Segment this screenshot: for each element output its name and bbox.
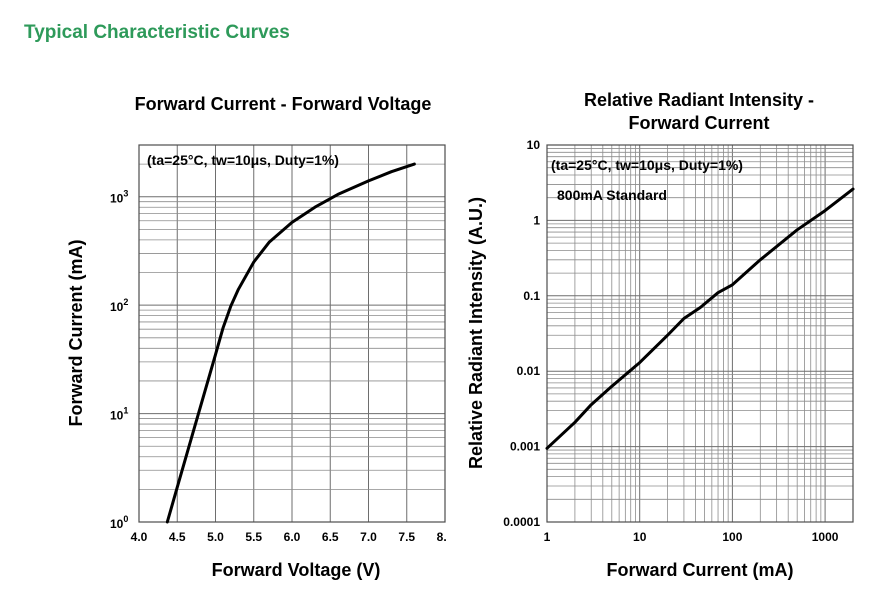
x-tick-label: 7.0 <box>360 530 377 544</box>
section-title: Typical Characteristic Curves <box>24 22 290 43</box>
x-tick-label: 7.5 <box>398 530 415 544</box>
y-tick-label: 103 <box>110 189 128 206</box>
x-axis-label: Forward Voltage (V) <box>212 560 381 580</box>
y-tick-label: 0.01 <box>517 364 541 378</box>
x-tick-label: 6.0 <box>284 530 301 544</box>
y-tick-label: 100 <box>110 514 128 531</box>
chart-relative-radiant-intensity: Relative Radiant Intensity - Forward Cur… <box>466 90 855 580</box>
y-tick-label: 10 <box>527 138 541 152</box>
x-tick-label: 6.5 <box>322 530 339 544</box>
x-tick-label: 4.5 <box>169 530 186 544</box>
x-tick-label: 100 <box>722 530 742 544</box>
y-axis-label: Relative Radiant Intensity (A.U.) <box>466 197 486 469</box>
series-line <box>545 187 855 450</box>
x-tick-label: 4.0 <box>131 530 148 544</box>
chart-annotation: (ta=25°C, tw=10μs, Duty=1%) <box>147 152 339 168</box>
series-line <box>165 162 416 524</box>
x-tick-label: 5.0 <box>207 530 224 544</box>
y-tick-label: 0.1 <box>523 289 540 303</box>
y-tick-label: 101 <box>110 406 128 423</box>
y-tick-label: 0.0001 <box>503 515 540 529</box>
chart-forward-current-voltage: Forward Current - Forward Voltage (ta=25… <box>66 94 446 580</box>
chart-title: Forward Current - Forward Voltage <box>135 94 432 114</box>
x-tick-label: 8.0 <box>437 530 446 544</box>
x-tick-label: 1000 <box>812 530 839 544</box>
x-tick-label: 1 <box>544 530 551 544</box>
plot-frame <box>546 144 854 523</box>
y-tick-label: 102 <box>110 297 128 314</box>
y-tick-label: 1 <box>533 213 540 227</box>
x-tick-label: 10 <box>633 530 647 544</box>
chart-title-line-1: Relative Radiant Intensity - <box>584 90 814 110</box>
y-tick-label: 0.001 <box>510 440 540 454</box>
x-axis-label: Forward Current (mA) <box>606 560 793 580</box>
chart-annotation-conditions: (ta=25°C, tw=10μs, Duty=1%) <box>551 157 743 173</box>
chart-title-line-2: Forward Current <box>628 113 769 133</box>
x-tick-label: 5.5 <box>245 530 262 544</box>
y-axis-label: Forward Current (mA) <box>66 239 86 426</box>
chart-annotation-standard: 800mA Standard <box>557 187 667 203</box>
plot-frame <box>138 144 446 523</box>
